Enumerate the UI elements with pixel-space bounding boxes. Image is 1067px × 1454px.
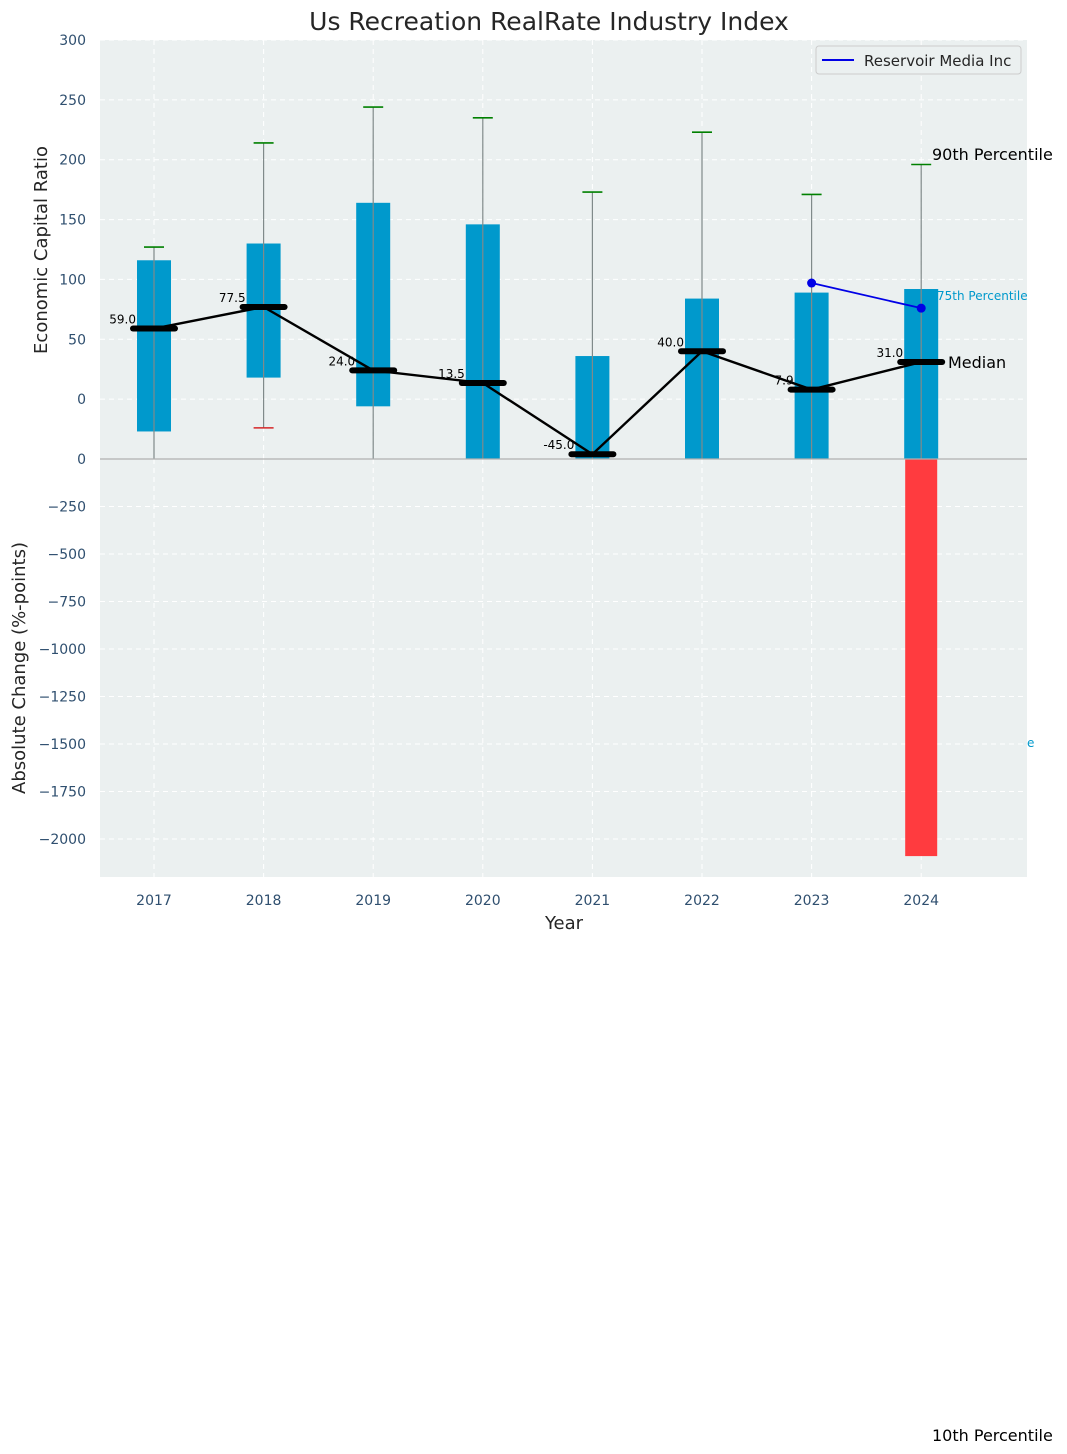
company-point-2023 — [807, 278, 817, 288]
x-tick-label-2018: 2018 — [246, 893, 282, 909]
x-tick-label-2017: 2017 — [136, 893, 172, 909]
x-ticks: 2017 2018 2019 2020 2021 2022 2023 2024 — [136, 893, 939, 909]
median-label-2020: 13.5 — [438, 367, 465, 381]
x-tick-label-2020: 2020 — [465, 893, 501, 909]
legend-label: Reservoir Media Inc — [864, 52, 1011, 70]
lower-bars — [905, 459, 938, 857]
lower-y-tick-label: −250 — [48, 500, 86, 516]
legend-frame — [815, 45, 1022, 75]
company-point-2024 — [916, 303, 926, 313]
upper-y-ticks: 300 250 200 150 100 50 0 — [59, 33, 86, 408]
annotation-75th-percentile: 75th Percentile — [937, 289, 1028, 303]
upper-y-axis-label: Economic Capital Ratio — [31, 146, 52, 354]
lower-plot-area — [100, 459, 1027, 877]
upper-y-tick-label: 300 — [59, 33, 86, 49]
median-label-2019: 24.0 — [328, 354, 355, 368]
x-tick-label-2022: 2022 — [684, 893, 720, 909]
lower-y-tick-label: 0 — [77, 452, 86, 468]
upper-y-tick-label: 150 — [59, 213, 86, 229]
upper-y-tick-label: 50 — [68, 332, 86, 348]
median-markers — [130, 303, 946, 458]
company-series — [807, 278, 926, 313]
lower-y-tick-label: −2000 — [39, 832, 86, 848]
company-line — [811, 282, 922, 310]
annotation-25th-percentile-partial: e — [1027, 736, 1034, 750]
lower-y-axis-label: Absolute Change (%-points) — [9, 542, 30, 794]
legend: Reservoir Media Inc — [815, 45, 1022, 75]
annotation-90th-percentile: 90th Percentile — [932, 145, 1053, 164]
median-label-2018: 77.5 — [219, 291, 246, 305]
median-label-2022: 40.0 — [657, 335, 684, 349]
lower-y-tick-label: −1750 — [39, 785, 86, 801]
upper-y-tick-label: 250 — [59, 93, 86, 109]
lower-y-tick-label: −1250 — [39, 690, 86, 706]
lower-y-tick-label: −1000 — [39, 642, 86, 658]
upper-y-tick-label: 0 — [77, 392, 86, 408]
lower-bar-2024 — [905, 459, 938, 857]
x-axis-label: Year — [544, 913, 584, 934]
annotation-median: Median — [948, 353, 1006, 372]
lower-y-tick-label: −500 — [48, 547, 86, 563]
median-line — [153, 305, 922, 456]
x-tick-label-2021: 2021 — [575, 893, 611, 909]
whiskers — [144, 106, 932, 459]
upper-y-tick-label: 100 — [59, 272, 86, 288]
median-labels: 59.0 77.5 24.0 13.5 -45.0 40.0 7.9 31.0 — [109, 291, 903, 452]
upper-plot-area — [100, 40, 1027, 459]
x-tick-label-2024: 2024 — [903, 893, 939, 909]
x-tick-label-2019: 2019 — [355, 893, 391, 909]
chart-title: Us Recreation RealRate Industry Index — [309, 7, 789, 36]
median-label-2024: 31.0 — [876, 346, 903, 360]
median-label-2017: 59.0 — [109, 313, 136, 327]
x-tick-label-2023: 2023 — [794, 893, 830, 909]
median-label-2021: -45.0 — [543, 438, 574, 452]
upper-y-tick-label: 200 — [59, 153, 86, 169]
lower-y-tick-label: −750 — [48, 595, 86, 611]
median-label-2023: 7.9 — [775, 374, 794, 388]
lower-y-tick-label: −1500 — [39, 737, 86, 753]
lower-y-ticks: 0 −250 −500 −750 −1000 −1250 −1500 −1750 −2000 — [39, 452, 86, 848]
annotation-10th-percentile: 10th Percentile — [932, 1426, 1053, 1445]
